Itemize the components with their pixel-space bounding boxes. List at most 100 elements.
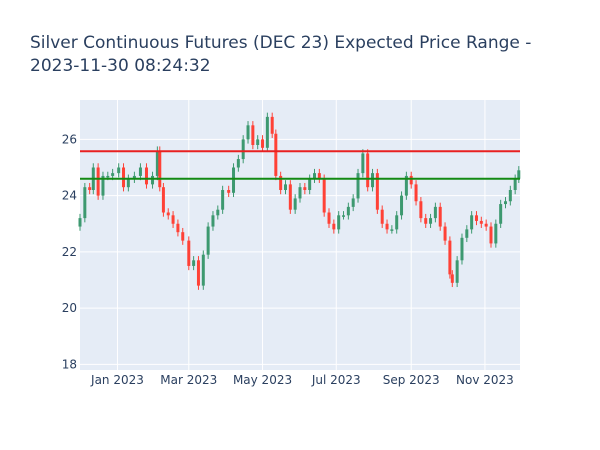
- candle-body: [409, 175, 413, 185]
- candle-body: [246, 125, 250, 140]
- candle-body: [322, 178, 326, 213]
- candles: [78, 112, 521, 290]
- y-tick-label: 18: [62, 357, 77, 371]
- x-tick-label: Mar 2023: [160, 373, 217, 387]
- candle-body: [361, 153, 365, 174]
- candle-body: [221, 190, 225, 210]
- candle-body: [499, 204, 503, 224]
- candle-body: [308, 178, 312, 190]
- candle-body: [101, 175, 105, 196]
- candle-body: [176, 223, 180, 233]
- candle-body: [138, 167, 142, 176]
- candle-body: [517, 170, 521, 179]
- candle-body: [317, 173, 321, 179]
- candle-body: [489, 226, 493, 244]
- candle-body: [313, 173, 317, 179]
- candle-body: [161, 187, 165, 213]
- candle-body: [470, 215, 474, 230]
- candle-body: [151, 175, 155, 185]
- chart-title-line-1: Silver Continuous Futures (DEC 23) Expec…: [30, 33, 532, 53]
- candle-body: [232, 167, 236, 193]
- candle-body: [404, 175, 408, 196]
- x-tick-label: Jan 2023: [90, 373, 144, 387]
- candle-body: [513, 178, 517, 190]
- candle-body: [158, 150, 162, 188]
- candle-body: [414, 184, 418, 202]
- candle-body: [385, 223, 389, 230]
- candle-body: [366, 153, 370, 188]
- candle-body: [503, 201, 507, 205]
- candle-body: [508, 190, 512, 202]
- candle-body: [494, 223, 498, 244]
- candle-body: [288, 184, 292, 210]
- candle-body: [351, 198, 355, 207]
- candle-body: [448, 240, 452, 275]
- candle-body: [460, 237, 464, 261]
- candle-body: [256, 139, 260, 145]
- candle-body: [479, 220, 483, 224]
- candle-body: [450, 274, 454, 283]
- candle-body: [206, 226, 210, 255]
- candle-body: [419, 201, 423, 219]
- candle-body: [438, 206, 442, 227]
- x-tick-label: Sep 2023: [383, 373, 440, 387]
- reference-lines: [80, 150, 520, 180]
- y-tick-label: 20: [62, 301, 77, 315]
- candle-body: [166, 212, 170, 216]
- candle-body: [261, 139, 265, 148]
- candle-body: [236, 159, 240, 168]
- x-tick-label: Nov 2023: [456, 373, 514, 387]
- candle-body: [356, 173, 360, 199]
- candle-body: [192, 260, 196, 266]
- chart-title-line-2: 2023-11-30 08:24:32: [30, 56, 211, 76]
- candle-body: [371, 173, 375, 188]
- candle-body: [96, 167, 100, 196]
- candle-body: [216, 209, 220, 216]
- candle-body: [171, 215, 175, 224]
- candle-body: [303, 187, 307, 190]
- candle-body: [455, 260, 459, 283]
- candle-body: [283, 184, 287, 190]
- candle-body: [342, 215, 346, 217]
- candle-body: [126, 178, 130, 188]
- candle-body: [187, 240, 191, 266]
- y-tick-label: 22: [62, 245, 77, 259]
- candle-body: [144, 167, 148, 185]
- candle-body: [474, 215, 478, 221]
- y-tick-labels: 18 20 22 24 26: [62, 132, 77, 371]
- candle-body: [88, 187, 92, 190]
- candle-body: [196, 260, 200, 286]
- x-tick-label: May 2023: [233, 373, 292, 387]
- candle-body: [181, 232, 185, 241]
- candle-body: [274, 133, 278, 176]
- candle-body: [433, 206, 437, 219]
- candle-body: [337, 215, 341, 230]
- candle-body: [106, 175, 110, 178]
- candle-body: [279, 175, 283, 190]
- candle-body: [443, 226, 447, 241]
- candle-body: [429, 218, 433, 224]
- plot-background: [80, 100, 520, 370]
- candle-body: [390, 229, 394, 231]
- candle-body: [395, 215, 399, 230]
- x-tick-labels: Jan 2023 Mar 2023 May 2023 Jul 2023 Sep 2023…: [90, 373, 514, 387]
- candle-body: [211, 215, 215, 227]
- candle-body: [270, 116, 274, 134]
- y-tick-label: 26: [62, 132, 77, 146]
- candle-body: [227, 190, 231, 193]
- candle-body: [298, 187, 302, 199]
- candle-body: [346, 206, 350, 216]
- candle-body: [78, 218, 82, 227]
- candle-body: [484, 223, 488, 227]
- candle-body: [380, 209, 384, 224]
- candle-body: [293, 198, 297, 210]
- candle-body: [83, 187, 87, 219]
- candle-body: [132, 175, 136, 179]
- candle-body: [327, 212, 331, 224]
- candle-body: [265, 116, 269, 148]
- candle-body: [375, 173, 379, 210]
- candle-body: [465, 229, 469, 238]
- candle-body: [117, 167, 121, 174]
- candle-body: [122, 167, 126, 188]
